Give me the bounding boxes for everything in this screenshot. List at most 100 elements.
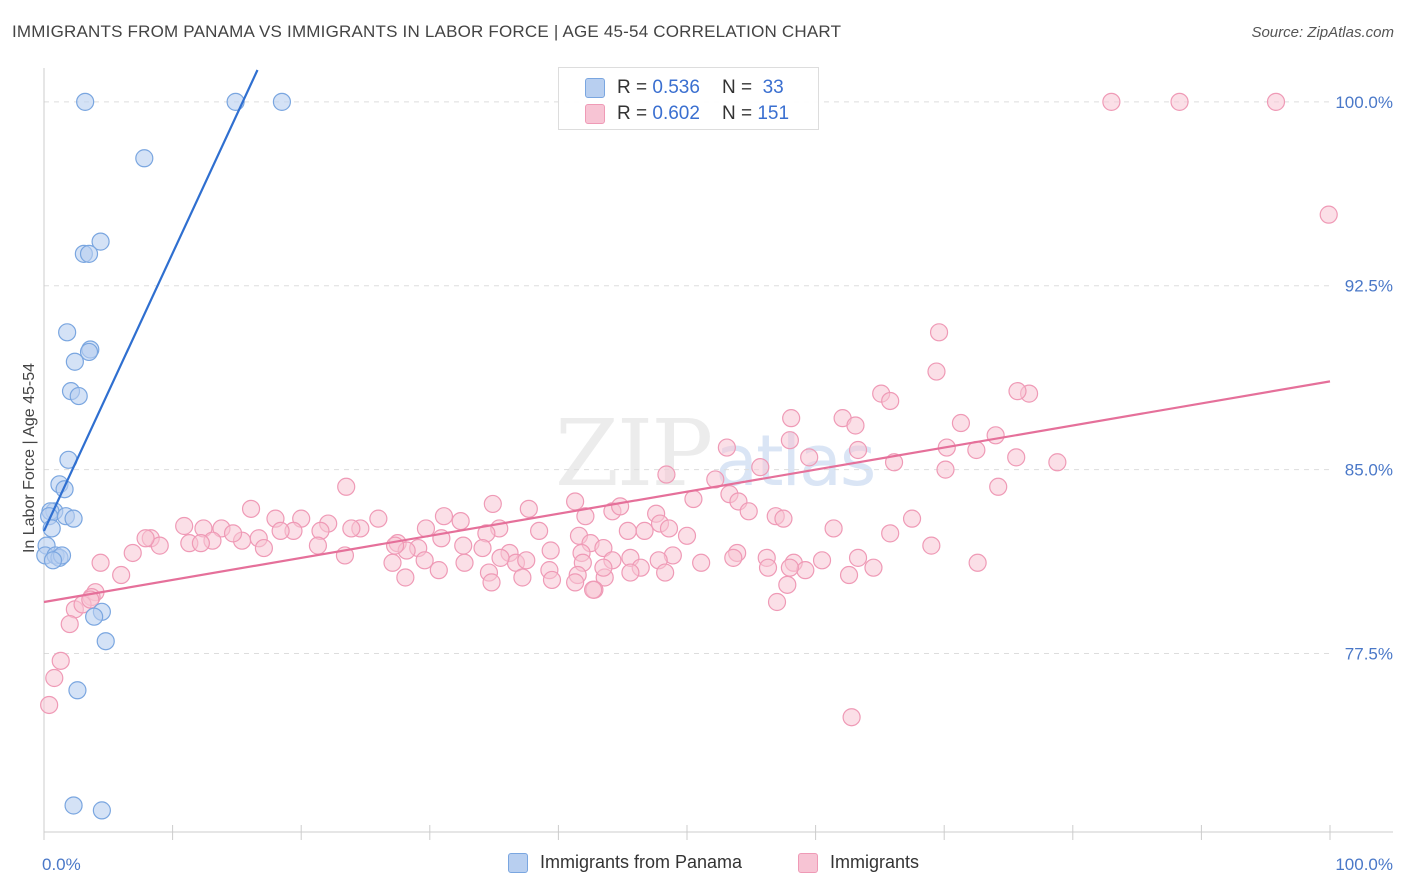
immigrants-point bbox=[342, 519, 361, 538]
immigrants-point bbox=[337, 477, 356, 496]
immigrants-point bbox=[383, 553, 402, 572]
panama-point bbox=[85, 607, 104, 626]
immigrants-point bbox=[780, 558, 799, 577]
immigrants-point bbox=[739, 502, 758, 521]
immigrants-point bbox=[530, 521, 549, 541]
immigrants-point bbox=[864, 558, 883, 577]
panama-point bbox=[91, 232, 110, 251]
y-tick-label: 92.5% bbox=[1345, 277, 1393, 296]
panama-point bbox=[43, 551, 63, 570]
immigrants-point bbox=[1102, 92, 1121, 111]
legend-r-label-panama: R = bbox=[617, 77, 648, 98]
panama-point bbox=[58, 323, 77, 342]
immigrants-point bbox=[1048, 453, 1067, 472]
bottom-legend-label-immigrants: Immigrants bbox=[830, 852, 920, 872]
immigrants-point bbox=[594, 538, 613, 558]
immigrants-point bbox=[986, 426, 1005, 445]
panama-point bbox=[55, 480, 74, 499]
bottom-legend-label-panama: Immigrants from Panama bbox=[540, 852, 743, 872]
immigrants-point bbox=[566, 573, 585, 592]
immigrants-point bbox=[1007, 448, 1026, 467]
immigrants-point bbox=[724, 548, 743, 567]
immigrants-point bbox=[848, 548, 868, 567]
immigrants-point bbox=[223, 524, 243, 543]
immigrants-point bbox=[241, 499, 261, 518]
immigrants-point bbox=[929, 323, 949, 342]
immigrants-point bbox=[415, 551, 434, 570]
immigrants-point bbox=[812, 551, 832, 570]
legend-r-value-panama: 0.536 bbox=[652, 77, 700, 98]
immigrants-point bbox=[434, 507, 454, 526]
immigrants-point bbox=[455, 553, 474, 572]
legend-row-immigrants: R = 0.602 N = 151 bbox=[559, 100, 789, 128]
x-tick-label: 100.0% bbox=[1335, 855, 1393, 874]
bottom-legend-panama[interactable]: Immigrants from Panama bbox=[508, 852, 742, 873]
immigrants-point bbox=[60, 614, 79, 634]
legend-r-value-immigrants: 0.602 bbox=[652, 103, 700, 124]
immigrants-point bbox=[491, 548, 510, 567]
immigrants-point bbox=[656, 563, 675, 582]
bottom-legend: Immigrants from Panama Immigrants bbox=[0, 852, 1406, 878]
immigrants-point bbox=[635, 521, 654, 541]
immigrants-point bbox=[751, 458, 770, 477]
immigrants-point bbox=[1008, 382, 1027, 401]
immigrants-point bbox=[396, 568, 415, 587]
panama-point bbox=[68, 681, 87, 700]
immigrants-point bbox=[123, 543, 142, 563]
immigrants-point bbox=[594, 558, 613, 577]
panama-point bbox=[65, 352, 84, 371]
immigrants-point bbox=[951, 413, 971, 433]
panama-point bbox=[96, 632, 115, 651]
immigrants-point bbox=[175, 516, 194, 536]
legend-swatch-panama bbox=[585, 78, 605, 98]
immigrants-point bbox=[782, 409, 801, 428]
immigrants-point bbox=[311, 521, 330, 541]
panama-point bbox=[92, 801, 111, 820]
immigrants-point bbox=[1319, 205, 1338, 224]
immigrants-point bbox=[191, 534, 210, 553]
immigrants-point bbox=[454, 536, 473, 555]
immigrants-point bbox=[112, 565, 131, 585]
immigrants-point bbox=[758, 558, 778, 577]
legend-n-label-panama: N = bbox=[721, 77, 753, 98]
watermark: ZIPatlas bbox=[555, 400, 876, 507]
immigrants-point bbox=[968, 553, 987, 572]
immigrants-point bbox=[902, 509, 922, 528]
immigrants-point bbox=[271, 521, 290, 541]
immigrants-point bbox=[774, 509, 793, 528]
legend-swatch-immigrants bbox=[585, 104, 605, 124]
immigrants-point bbox=[482, 573, 501, 592]
legend-r-label-immigrants: R = bbox=[617, 103, 648, 124]
panama-point bbox=[69, 386, 88, 406]
immigrants-point bbox=[473, 538, 492, 558]
immigrants-point bbox=[621, 563, 640, 582]
legend-n-value-panama: 33 bbox=[762, 77, 784, 98]
y-tick-label: 77.5% bbox=[1345, 644, 1393, 663]
immigrants-point bbox=[40, 695, 59, 715]
immigrants-point bbox=[848, 440, 868, 460]
immigrants-point bbox=[429, 561, 448, 580]
immigrants-point bbox=[576, 507, 595, 526]
panama-point bbox=[79, 342, 99, 362]
y-tick-label: 85.0% bbox=[1345, 461, 1393, 480]
panama-trend-line bbox=[43, 69, 259, 532]
immigrants-point bbox=[780, 431, 799, 450]
immigrants-point bbox=[842, 708, 861, 727]
immigrants-point bbox=[519, 499, 538, 518]
legend-n-label-immigrants: N = bbox=[721, 103, 753, 124]
immigrants-point bbox=[824, 519, 843, 538]
immigrants-point bbox=[657, 465, 676, 484]
panama-point bbox=[79, 244, 99, 263]
chart-source: Source: ZipAtlas.com bbox=[1251, 24, 1394, 41]
immigrants-point bbox=[800, 448, 819, 467]
immigrants-point bbox=[618, 521, 637, 541]
x-tick-label: 0.0% bbox=[42, 855, 81, 874]
immigrants-point bbox=[517, 551, 536, 570]
bottom-legend-immigrants[interactable]: Immigrants bbox=[798, 852, 919, 873]
immigrants-point bbox=[541, 541, 560, 560]
immigrants-point bbox=[566, 492, 585, 511]
immigrants-point bbox=[767, 592, 787, 612]
immigrants-point bbox=[839, 565, 859, 585]
